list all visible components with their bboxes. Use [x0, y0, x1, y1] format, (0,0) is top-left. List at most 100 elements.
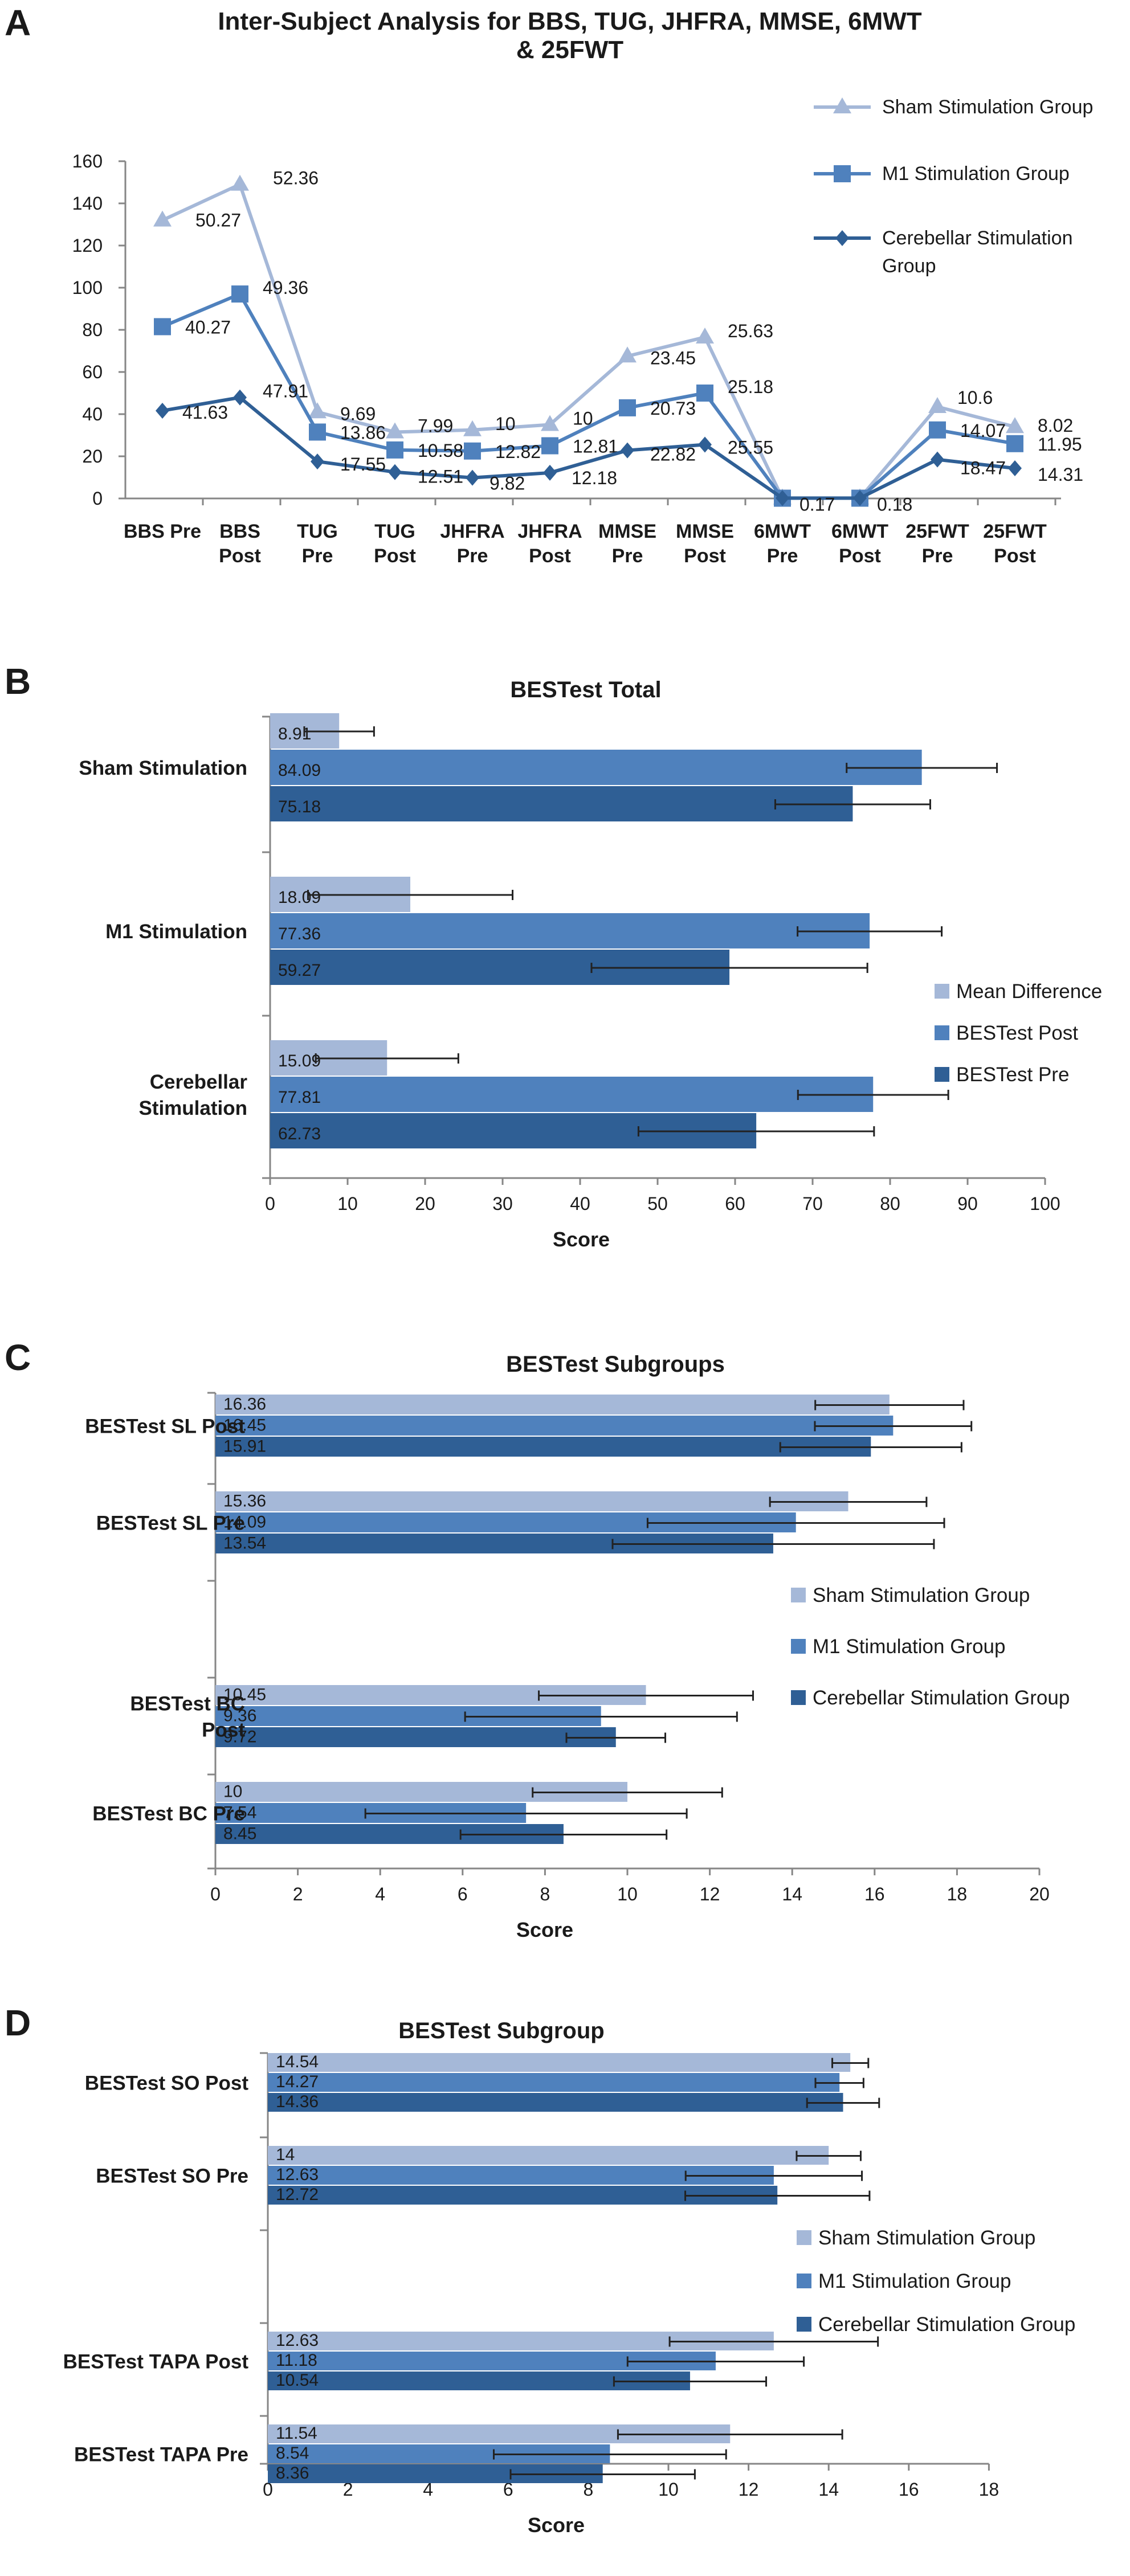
- bar: [268, 2093, 843, 2112]
- x-tick-label: 16: [899, 2479, 919, 2500]
- data-label: 23.45: [650, 347, 696, 368]
- data-point-cerebellar: [311, 453, 324, 470]
- x-category-label: Post: [839, 545, 881, 567]
- x-category-label: TUG: [374, 521, 415, 542]
- panel-letter: D: [5, 2002, 31, 2043]
- bar-value-label: 15.36: [223, 1492, 266, 1511]
- panel-a-line-chart: A Inter-Subject Analysis for BBS, TUG, JH…: [5, 2, 1093, 567]
- data-point-sham: [696, 327, 714, 344]
- category-label: BESTest SL Post: [85, 1416, 245, 1438]
- data-label: 12.82: [495, 441, 541, 462]
- legend-swatch: [935, 1067, 949, 1082]
- bar-value-label: 9.72: [223, 1728, 256, 1747]
- bar-value-label: 8.45: [223, 1825, 256, 1843]
- bar-value-label: 8.91: [278, 725, 311, 743]
- data-point-cerebellar: [543, 464, 557, 481]
- bar-value-label: 10.45: [223, 1686, 266, 1704]
- legend-swatch: [791, 1588, 806, 1602]
- data-label: 25.18: [728, 377, 773, 397]
- legend-swatch: [797, 2230, 811, 2245]
- bar: [215, 1437, 871, 1457]
- bar: [215, 1491, 848, 1511]
- data-label: 14.31: [1038, 464, 1083, 485]
- x-category-label: 25FWT: [983, 521, 1047, 542]
- data-label: 12.51: [418, 467, 463, 487]
- legend-label: BESTest Post: [956, 1022, 1078, 1044]
- category-label: M1 Stimulation: [105, 921, 247, 943]
- bar-value-label: 59.27: [278, 961, 321, 980]
- data-point-cerebellar: [466, 469, 479, 486]
- category-label: BESTest BC Pre: [92, 1803, 245, 1825]
- legend-label: M1 Stimulation Group: [818, 2270, 1011, 2292]
- bar: [215, 1727, 616, 1747]
- panel-letter: C: [5, 1337, 31, 1378]
- y-tick-label: 80: [82, 320, 103, 340]
- bar: [270, 750, 922, 785]
- legend-swatch: [791, 1639, 806, 1654]
- category-label: Sham Stimulation: [79, 757, 247, 779]
- category-label: BESTest SO Pre: [96, 2165, 248, 2187]
- bar-value-label: 14.27: [276, 2072, 319, 2091]
- legend-marker: [834, 165, 851, 182]
- bar-value-label: 75.18: [278, 798, 321, 816]
- bar-value-label: 14.36: [276, 2092, 319, 2111]
- bar-value-label: 14.09: [223, 1513, 266, 1532]
- bar-value-label: 12.72: [276, 2185, 319, 2204]
- x-tick-label: 40: [570, 1193, 590, 1214]
- data-label: 0.17: [799, 494, 835, 514]
- bar-value-label: 12.63: [276, 2331, 319, 2350]
- legend-label: BESTest Pre: [956, 1064, 1069, 1086]
- legend-swatch: [935, 984, 949, 999]
- x-tick-label: 2: [343, 2479, 353, 2500]
- bar-value-label: 18.09: [278, 888, 321, 907]
- panel-d-bestest-subgroup: D BESTest Subgroup 0 2 4 6 8 10 12 14 16 18 Score 14.…: [5, 2002, 1075, 2537]
- data-point-sham: [308, 402, 327, 419]
- data-point-m1: [154, 318, 171, 336]
- data-label: 47.91: [263, 381, 308, 402]
- data-point-m1: [386, 441, 403, 459]
- x-tick-label: 14: [818, 2479, 839, 2500]
- x-category-label: TUG: [297, 521, 338, 542]
- x-axis-title: Score: [528, 2513, 585, 2537]
- chart-title: BESTest Subgroups: [506, 1352, 725, 1377]
- bar-value-label: 8.36: [276, 2464, 309, 2483]
- x-tick-label: 100: [1030, 1193, 1060, 1214]
- data-label: 11.95: [1038, 434, 1082, 455]
- data-label: 20.73: [650, 398, 696, 419]
- series-line-m1: [161, 292, 1015, 500]
- data-point-sham: [386, 422, 404, 439]
- data-label: 7.99: [418, 415, 453, 436]
- x-category-label: Pre: [457, 545, 488, 567]
- data-point-sham: [928, 397, 947, 414]
- data-point-m1: [929, 421, 946, 439]
- data-point-sham: [618, 346, 637, 363]
- x-tick-label: 20: [415, 1193, 435, 1214]
- y-tick-label: 0: [92, 488, 103, 509]
- data-label: 12.18: [572, 468, 617, 488]
- data-point-sham: [231, 174, 249, 191]
- bar-value-label: 14: [276, 2145, 295, 2164]
- x-category-label: Pre: [767, 545, 798, 567]
- data-label: 49.36: [263, 277, 308, 298]
- data-label: 25.63: [728, 321, 773, 341]
- bar-value-label: 15.91: [223, 1437, 266, 1456]
- data-label: 52.36: [273, 168, 319, 189]
- data-label: 10.6: [957, 387, 993, 408]
- chart-title: BESTest Subgroup: [398, 2018, 604, 2043]
- data-point-cerebellar: [853, 490, 867, 506]
- data-label: 41.63: [182, 402, 228, 423]
- bar-value-label: 84.09: [278, 761, 321, 780]
- legend-swatch: [797, 2317, 811, 2332]
- legend-label: M1 Stimulation Group: [882, 163, 1070, 185]
- x-tick-label: 20: [1029, 1884, 1050, 1904]
- bar-value-label: 77.36: [278, 925, 321, 943]
- y-tick-label: 140: [72, 193, 103, 214]
- bar: [268, 2073, 840, 2092]
- x-category-label: Pre: [612, 545, 643, 567]
- data-point-sham: [153, 210, 172, 227]
- legend-label: Sham Stimulation Group: [818, 2227, 1035, 2249]
- x-category-label: 25FWT: [905, 521, 969, 542]
- x-tick-label: 70: [802, 1193, 823, 1214]
- bar-value-label: 77.81: [278, 1088, 321, 1107]
